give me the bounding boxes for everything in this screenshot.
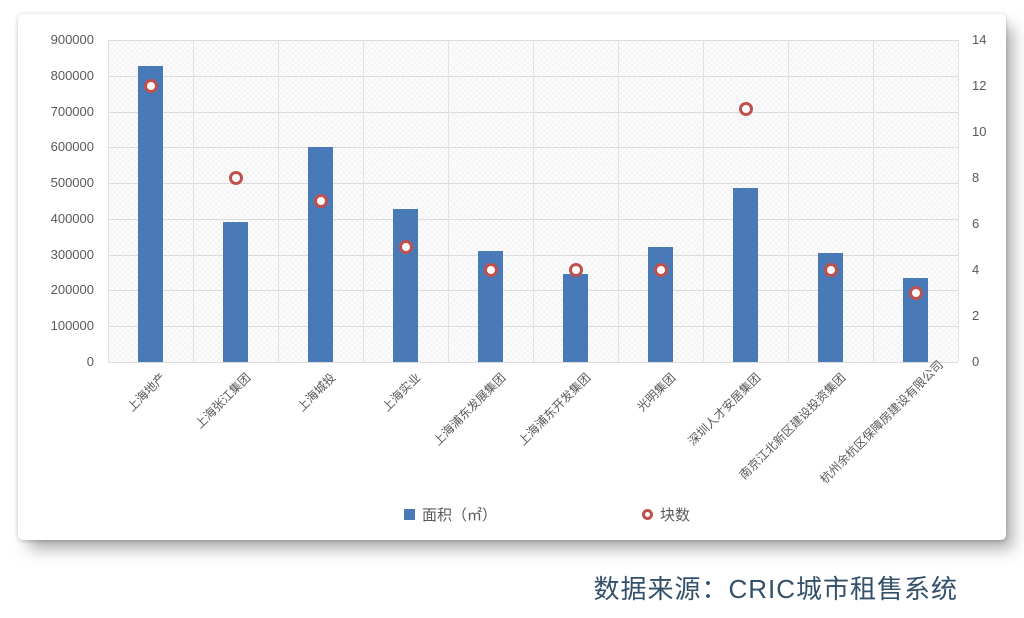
gridline-v xyxy=(278,40,279,362)
right-axis-tick: 4 xyxy=(972,262,980,277)
bar xyxy=(308,147,333,362)
count-marker-icon xyxy=(642,509,653,520)
scatter-point xyxy=(483,263,498,277)
left-axis-tick: 0 xyxy=(86,354,94,369)
scatter-point xyxy=(653,263,668,277)
left-axis-tick: 800000 xyxy=(50,67,94,83)
right-axis-tick: 0 xyxy=(972,354,980,369)
gridline-v xyxy=(703,40,704,362)
bar xyxy=(733,188,758,362)
scatter-point xyxy=(568,263,583,277)
left-axis-tick: 100000 xyxy=(50,318,94,334)
legend-count-label: 块数 xyxy=(660,507,691,524)
gridline-h xyxy=(108,362,958,363)
right-axis-tick: 8 xyxy=(972,170,980,185)
chart-card: 面积（㎡） 块数 900000 800000 700000 600000 500000 4… xyxy=(18,14,1006,540)
right-axis-tick: 6 xyxy=(972,216,980,231)
left-axis-tick: 200000 xyxy=(50,282,94,298)
legend-item-area: 面积（㎡） xyxy=(404,504,497,525)
gridline-v xyxy=(193,40,194,362)
left-axis-tick: 500000 xyxy=(50,175,94,191)
bar xyxy=(138,65,163,362)
right-axis-tick: 12 xyxy=(972,78,987,93)
left-axis-tick: 900000 xyxy=(50,32,94,47)
right-axis-tick: 2 xyxy=(972,308,980,323)
legend-area-label: 面积（㎡） xyxy=(422,507,498,524)
gridline-v xyxy=(448,40,449,362)
gridline-v xyxy=(363,40,364,362)
right-axis-tick: 14 xyxy=(972,32,987,47)
left-axis-tick: 600000 xyxy=(50,139,94,155)
gridline-v xyxy=(618,40,619,362)
gridline-v xyxy=(788,40,789,362)
gridline-v xyxy=(108,40,109,362)
scatter-point xyxy=(398,240,413,254)
scatter-point xyxy=(143,79,158,93)
source-note: 数据来源：CRIC城市租售系统 xyxy=(593,574,958,604)
scatter-point xyxy=(738,102,753,116)
scatter-point xyxy=(823,263,838,277)
left-axis-tick: 400000 xyxy=(50,210,94,226)
gridline-v xyxy=(533,40,534,362)
scatter-point xyxy=(908,286,923,300)
scatter-point xyxy=(313,194,328,208)
scatter-point xyxy=(228,171,243,185)
bar xyxy=(223,222,248,362)
plot-area xyxy=(108,40,959,363)
bar xyxy=(563,274,588,362)
left-axis-tick: 700000 xyxy=(50,103,94,119)
gridline-v xyxy=(958,40,959,362)
gridline-v xyxy=(873,40,874,362)
area-swatch-icon xyxy=(404,509,415,520)
legend-item-count: 块数 xyxy=(642,504,690,525)
left-axis-tick: 300000 xyxy=(50,246,94,262)
bar xyxy=(393,208,418,362)
right-axis-tick: 10 xyxy=(972,124,987,139)
